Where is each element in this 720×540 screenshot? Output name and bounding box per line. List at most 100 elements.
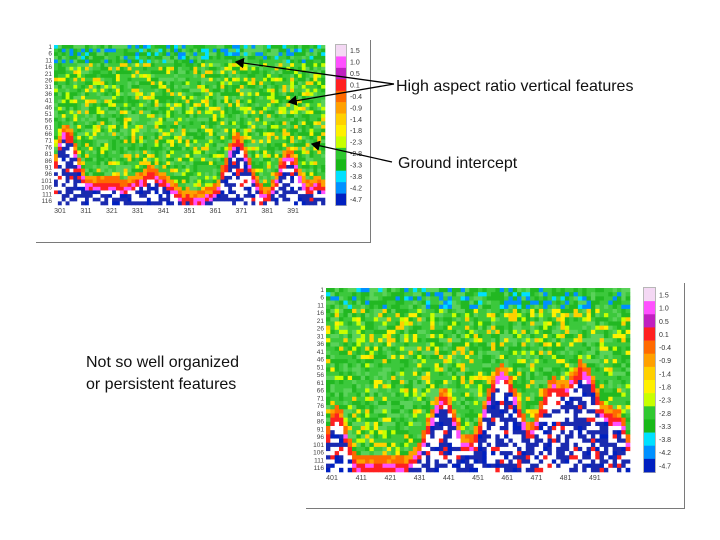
top-panel-x-tick: 311 bbox=[80, 208, 91, 215]
bottom-panel-y-tick: 51 bbox=[317, 364, 325, 371]
bottom-panel-colorbar-label: 0.1 bbox=[659, 332, 669, 339]
annotation-organization-line2: or persistent features bbox=[86, 376, 237, 393]
top-panel-colorbar-swatch bbox=[336, 147, 346, 160]
bottom-panel-colorbar-label: -2.3 bbox=[659, 398, 671, 405]
bottom-panel-colorbar-swatch bbox=[644, 366, 655, 381]
top-panel-colorbar-label: -0.9 bbox=[350, 105, 362, 112]
bottom-panel-colorbar-label: -0.9 bbox=[659, 358, 671, 365]
annotation-high-aspect: High aspect ratio vertical features bbox=[396, 78, 634, 95]
top-panel-y-tick: 6 bbox=[48, 51, 52, 58]
top-panel-y-tick: 36 bbox=[45, 91, 53, 98]
top-panel-colorbar-label: -2.3 bbox=[350, 140, 362, 147]
top-panel-y-tick: 76 bbox=[45, 144, 53, 151]
top-panel-colorbar-swatch bbox=[336, 90, 346, 103]
top-panel-colorbar-label: -2.8 bbox=[350, 151, 362, 158]
bottom-panel-y-tick: 76 bbox=[317, 403, 325, 410]
top-panel-y-tick: 41 bbox=[45, 98, 53, 105]
top-panel-field bbox=[54, 45, 326, 206]
bottom-panel-y-tick: 56 bbox=[317, 372, 325, 379]
top-panel-colorbar-swatch bbox=[336, 45, 346, 57]
bottom-panel-colorbar-swatch bbox=[644, 340, 655, 355]
bottom-panel-colorbar-label: -4.2 bbox=[659, 450, 671, 457]
top-panel-y-tick: 21 bbox=[45, 71, 53, 78]
bottom-panel-y-tick: 66 bbox=[317, 388, 325, 395]
bottom-panel-y-tick: 36 bbox=[317, 341, 325, 348]
bottom-panel-colorbar-swatch bbox=[644, 380, 655, 394]
top-panel-colorbar bbox=[335, 44, 347, 206]
top-panel-x-tick: 391 bbox=[287, 208, 299, 215]
top-panel-y-tick: 26 bbox=[45, 78, 53, 85]
bottom-panel-y-tick: 21 bbox=[317, 318, 325, 325]
top-panel-colorbar-label: -3.3 bbox=[350, 163, 362, 170]
top-panel-y-tick: 16 bbox=[45, 64, 53, 71]
bottom-panel-y-tick: 96 bbox=[317, 434, 325, 441]
bottom-panel-y-tick: 106 bbox=[313, 450, 324, 457]
top-panel-colorbar-swatch bbox=[336, 67, 346, 80]
bottom-panel-y-tick: 41 bbox=[317, 349, 325, 356]
top-panel-x-tick: 321 bbox=[106, 208, 118, 215]
bottom-lidar-figure: 1611162126313641465156616671768186919610… bbox=[313, 287, 671, 482]
top-panel-y-tick: 66 bbox=[45, 131, 53, 138]
bottom-panel-x-tick: 411 bbox=[356, 475, 367, 482]
annotation-ground-intercept: Ground intercept bbox=[398, 155, 518, 172]
bottom-panel-y-tick: 71 bbox=[317, 395, 325, 402]
bottom-panel-y-tick: 26 bbox=[317, 326, 325, 333]
bottom-panel-colorbar-swatch bbox=[644, 314, 655, 328]
bottom-panel-colorbar-label: -0.4 bbox=[659, 345, 671, 352]
top-panel-y-tick: 11 bbox=[45, 57, 52, 64]
top-panel-colorbar-label: -4.2 bbox=[350, 185, 362, 192]
top-panel-x-tick: 371 bbox=[235, 208, 247, 215]
bottom-panel-y-tick: 91 bbox=[317, 426, 325, 433]
top-panel-y-tick: 46 bbox=[45, 104, 53, 111]
bottom-panel-x-tick: 451 bbox=[472, 475, 484, 482]
bottom-panel-y-tick: 101 bbox=[313, 442, 324, 449]
top-panel-x-tick: 341 bbox=[158, 208, 170, 215]
top-panel-y-tick: 101 bbox=[41, 178, 52, 185]
annotation-organization-line1: Not so well organized bbox=[86, 354, 239, 371]
bottom-panel-x-tick: 441 bbox=[443, 475, 455, 482]
top-panel-y-tick: 86 bbox=[45, 158, 53, 165]
top-panel-y-tick: 56 bbox=[45, 118, 53, 125]
bottom-panel-y-tick: 1 bbox=[320, 287, 324, 294]
bottom-panel-colorbar-swatch bbox=[644, 301, 655, 315]
top-lidar-panel: 1 6 11 16 21 26 31 36 41 46 51 56 61 66 71 76 81 86 91 96 10… bbox=[36, 40, 371, 243]
top-panel-colorbar-label: -3.8 bbox=[350, 174, 362, 181]
top-panel-colorbar-label: 1.0 bbox=[350, 60, 360, 67]
top-panel-colorbar-swatch bbox=[336, 193, 346, 206]
bottom-panel-y-tick: 81 bbox=[317, 411, 325, 418]
bottom-panel-y-tick: 31 bbox=[317, 333, 325, 340]
top-panel-y-tick: 81 bbox=[45, 151, 53, 158]
bottom-panel-y-tick: 86 bbox=[317, 419, 325, 426]
bottom-panel-colorbar-swatch bbox=[644, 432, 655, 447]
bottom-panel-y-tick: 6 bbox=[320, 295, 324, 302]
top-panel-x-tick: 361 bbox=[210, 208, 222, 215]
bottom-panel-x-tick: 481 bbox=[560, 475, 572, 482]
top-panel-colorbar-swatch bbox=[336, 79, 346, 92]
top-panel-y-tick: 31 bbox=[45, 84, 53, 91]
top-panel-colorbar-label: -0.4 bbox=[350, 94, 362, 101]
bottom-panel-colorbar-swatch bbox=[644, 327, 655, 341]
top-panel-x-tick: 331 bbox=[132, 208, 144, 215]
top-panel-colorbar-label: -4.7 bbox=[350, 197, 362, 204]
bottom-panel-colorbar-swatch bbox=[644, 458, 655, 473]
top-panel-y-tick: 96 bbox=[45, 171, 53, 178]
top-panel-x-tick: 351 bbox=[184, 208, 196, 215]
top-panel-colorbar-swatch bbox=[336, 125, 346, 137]
bottom-panel-y-tick: 11 bbox=[317, 303, 324, 310]
top-panel-colorbar-label: 1.5 bbox=[350, 48, 360, 55]
bottom-panel-colorbar-label: -3.3 bbox=[659, 424, 671, 431]
top-panel-y-tick: 111 bbox=[42, 191, 52, 198]
top-panel-y-tick: 61 bbox=[45, 124, 53, 131]
bottom-panel-colorbar-label: -4.7 bbox=[659, 463, 671, 470]
top-panel-y-tick: 1 bbox=[48, 44, 52, 51]
top-panel-x-tick: 301 bbox=[54, 208, 66, 215]
bottom-panel-colorbar-label: -3.8 bbox=[659, 437, 671, 444]
bottom-panel-x-tick: 431 bbox=[414, 475, 426, 482]
top-panel-colorbar-swatch bbox=[336, 102, 346, 114]
bottom-panel-x-tick: 401 bbox=[326, 475, 338, 482]
bottom-panel-x-tick: 471 bbox=[531, 475, 543, 482]
bottom-panel-y-tick: 16 bbox=[317, 310, 325, 317]
bottom-panel-colorbar-label: -1.8 bbox=[659, 384, 671, 391]
top-panel-colorbar-swatch bbox=[336, 56, 346, 69]
top-panel-colorbar-label: -1.4 bbox=[350, 117, 362, 124]
